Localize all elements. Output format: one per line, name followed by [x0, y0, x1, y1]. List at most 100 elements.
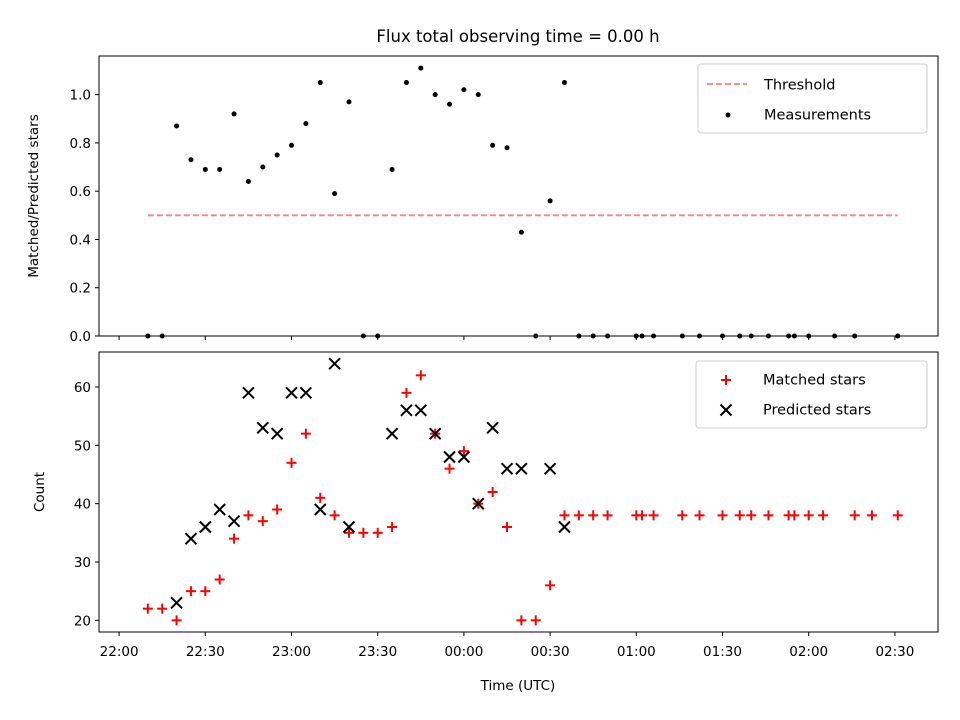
matched-star-point [401, 387, 412, 398]
measurement-point [765, 333, 771, 339]
matched-star-point [243, 510, 254, 521]
count-y-tick-label: 20 [74, 613, 91, 629]
measurement-point [145, 333, 151, 339]
matched-star-point [444, 463, 455, 474]
measurement-point [174, 123, 180, 129]
matched-star-point [458, 446, 469, 457]
measurement-point [697, 333, 703, 339]
ratio-axes-frame [98, 55, 939, 337]
ratio-panel: 0.0 0.2 0.4 0.6 0.8 1.0 Matched/Predicted sta… [26, 55, 939, 345]
matched-star-point [185, 586, 196, 597]
measurement-point [303, 121, 309, 127]
legend-threshold-label: Threshold [763, 78, 835, 94]
time-x-axis-label: Time (UTC) [480, 678, 556, 694]
legend-matched-label: Matched stars [763, 373, 866, 389]
legend-predicted-marker [719, 403, 733, 417]
matched-star-point [734, 510, 745, 521]
count-x-tick-label: 02:30 [875, 644, 914, 660]
predicted-star-point [314, 503, 327, 516]
matched-star-point [343, 527, 354, 538]
predicted-star-point [342, 520, 356, 534]
matched-star-point [694, 510, 705, 521]
count-y-tick-label: 40 [74, 497, 91, 513]
measurement-point [360, 333, 366, 339]
predicted-star-point [285, 386, 298, 400]
predicted-star-point [500, 462, 514, 475]
count-x-tick-label: 23:00 [272, 644, 311, 660]
ratio-legend-box [697, 63, 928, 134]
count-x-tick-label: 00:30 [531, 644, 570, 660]
ratio-y-tick-label: 0.4 [70, 232, 91, 248]
measurement-point [547, 198, 553, 204]
count-x-tick-label: 22:00 [100, 644, 139, 660]
measurement-point [260, 164, 266, 170]
measurement-point [651, 333, 657, 339]
measurement-point [832, 333, 838, 339]
count-x-tick-label: 01:00 [617, 644, 656, 660]
measurement-point [791, 333, 797, 339]
predicted-stars-points [170, 357, 571, 610]
count-y-tick-label: 60 [74, 380, 91, 396]
measurement-point [748, 333, 754, 339]
measurement-point [679, 333, 685, 339]
matched-star-point [372, 527, 383, 538]
predicted-star-point [486, 421, 499, 435]
matched-star-point [487, 487, 498, 497]
measurement-point [720, 333, 726, 339]
count-legend-box [695, 360, 928, 429]
count-x-tick-label: 22:30 [186, 644, 225, 660]
matched-star-point [849, 510, 860, 521]
predicted-star-point [472, 497, 485, 510]
legend-predicted-swatch [719, 403, 733, 417]
ratio-y-tick-label: 0.6 [70, 184, 91, 200]
count-x-tick-label: 02:00 [789, 644, 828, 660]
matched-star-point [142, 603, 153, 614]
measurement-point [274, 152, 280, 158]
count-x-tick-label: 23:30 [358, 644, 397, 660]
measurement-point [317, 80, 323, 86]
matched-star-point [637, 510, 648, 521]
matched-star-point [648, 510, 659, 521]
matched-star-point [803, 510, 814, 521]
measurement-point [202, 166, 208, 172]
matched-star-point [415, 370, 426, 381]
matched-star-point [746, 510, 757, 521]
measurement-point [432, 92, 438, 98]
matched-star-point [300, 428, 311, 439]
measurement-point [217, 166, 223, 172]
measurement-point [533, 333, 539, 339]
matched-star-point [286, 457, 297, 468]
legend-predicted-label: Predicted stars [763, 403, 871, 419]
predicted-star-point [242, 386, 255, 400]
count-x-ticks: 22:00 22:30 23:00 23:30 00:00 00:30 01:00 01:30… [100, 632, 914, 660]
matched-star-point [677, 510, 688, 521]
measurement-point [188, 157, 194, 163]
measurement-point [403, 80, 409, 86]
predicted-star-point [328, 357, 341, 370]
measurement-point [490, 142, 496, 148]
measurement-point [561, 80, 567, 86]
predicted-star-point [443, 450, 456, 464]
measurement-point [375, 333, 381, 339]
legend-measurements-swatch [725, 112, 731, 118]
predicted-star-point [256, 421, 269, 435]
measurement-point [332, 191, 338, 197]
measurement-point [231, 111, 237, 117]
matched-star-point [717, 510, 728, 521]
measurement-points [145, 65, 901, 339]
legend-matched-swatch [721, 375, 731, 385]
legend-measurements-label: Measurements [764, 108, 871, 124]
ratio-y-ticks: 0.0 0.2 0.4 0.6 0.8 1.0 [70, 88, 99, 345]
predicted-star-point [558, 520, 571, 534]
measurement-point [389, 166, 395, 172]
measurement-point [245, 179, 251, 185]
predicted-star-point [270, 427, 284, 440]
matched-star-point [530, 615, 541, 626]
matched-star-point [516, 615, 527, 626]
measurement-point [518, 229, 524, 235]
matched-star-point [763, 510, 774, 521]
measurement-point [475, 92, 481, 98]
matched-star-point [200, 586, 211, 597]
ratio-y-tick-label: 0.8 [70, 136, 91, 152]
